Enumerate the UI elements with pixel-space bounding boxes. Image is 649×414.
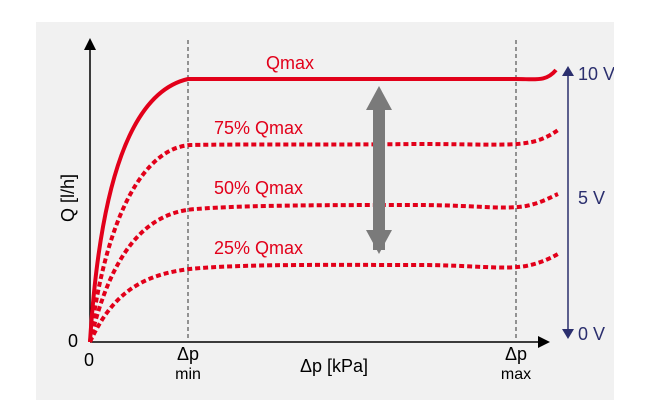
label-50-qmax: 50% Qmax xyxy=(214,178,303,198)
origin-y-label: 0 xyxy=(68,331,78,351)
dp-min-subscript: min xyxy=(175,366,201,383)
voltage-label-0v: 0 V xyxy=(578,324,605,344)
label-qmax: Qmax xyxy=(266,53,314,73)
y-axis-label: Q [l/h] xyxy=(58,174,78,222)
dp-max-subscript: max xyxy=(501,366,531,383)
voltage-label-5v: 5 V xyxy=(578,188,605,208)
dp-max-symbol: Δp xyxy=(505,344,527,364)
diagram-panel: Qmax 75% Qmax 50% Qmax 25% Qmax Q [l/h] … xyxy=(36,22,614,400)
curve-25-qmax xyxy=(88,252,559,343)
curve-50-qmax xyxy=(88,192,559,343)
origin-x-label: 0 xyxy=(84,350,94,370)
range-arrow xyxy=(366,86,392,254)
dp-min-symbol: Δp xyxy=(177,344,199,364)
voltage-top-arrow-icon xyxy=(562,66,574,76)
label-75-qmax: 75% Qmax xyxy=(214,118,303,138)
flow-diagram: Qmax 75% Qmax 50% Qmax 25% Qmax Q [l/h] … xyxy=(58,38,614,383)
voltage-label-10v: 10 V xyxy=(578,64,614,84)
label-25-qmax: 25% Qmax xyxy=(214,238,303,258)
curve-75-qmax xyxy=(88,128,560,343)
voltage-bottom-arrow-icon xyxy=(562,329,574,339)
curve-qmax xyxy=(88,68,558,343)
x-axis-label: Δp [kPa] xyxy=(300,356,368,376)
